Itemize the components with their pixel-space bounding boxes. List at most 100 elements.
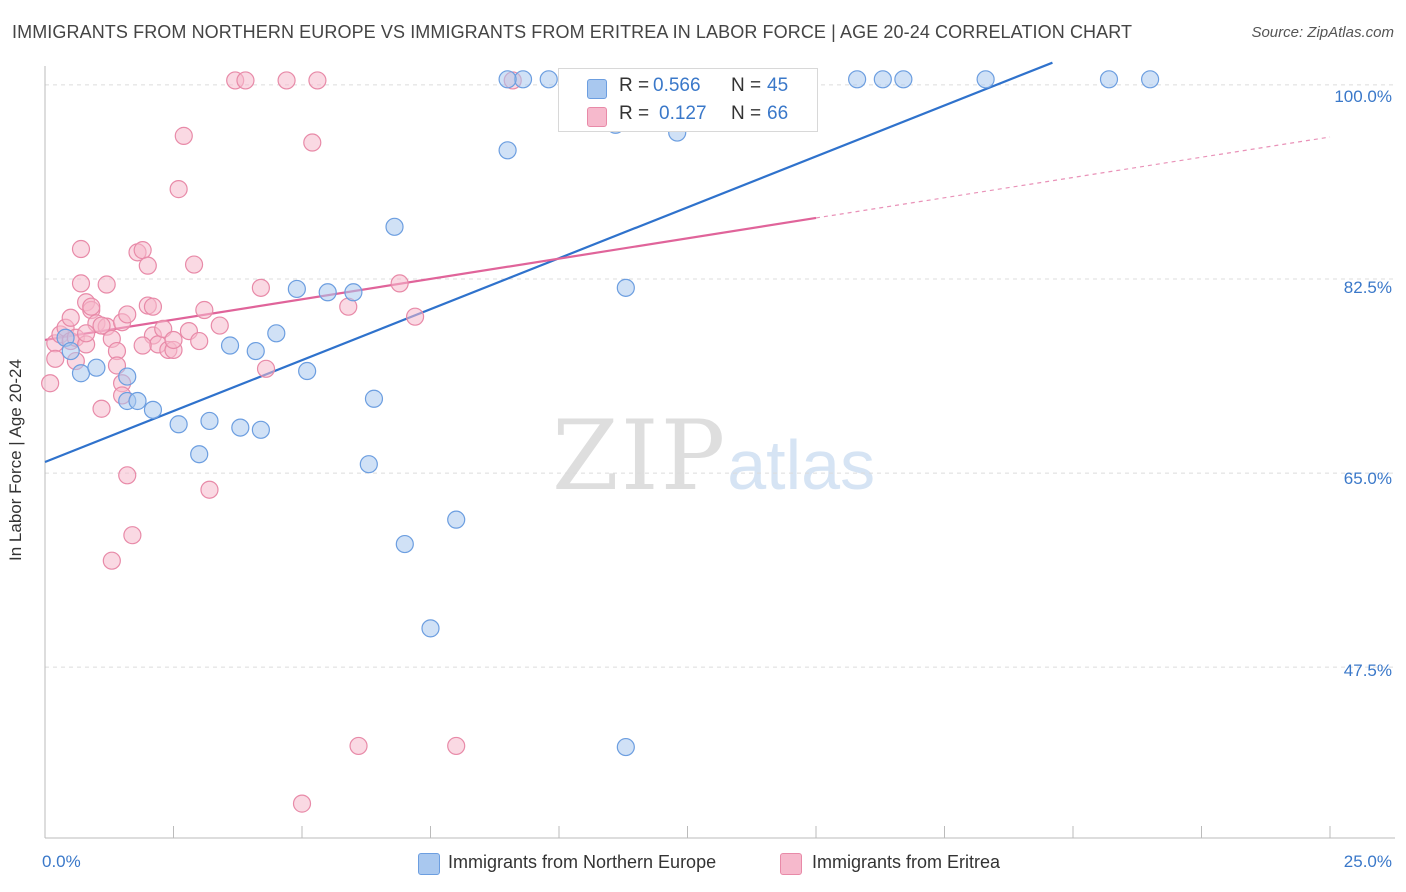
watermark-zip: ZIP [552,400,728,512]
eritrea-point [236,71,255,90]
r-label: R = [619,75,650,96]
northern-europe-point [169,415,188,434]
pink-swatch [587,107,607,127]
legend-row-blue: R = 0.566 N = 45 [559,73,817,101]
eritrea-point [349,736,368,756]
eritrea-point [41,374,60,393]
y-tick-label: 65.0% [1343,469,1392,488]
eritrea-point [256,359,276,378]
northern-europe-point [364,389,384,408]
northern-europe-point [513,70,533,89]
eritrea-point [92,316,111,335]
y-tick-label: 47.5% [1343,661,1392,680]
eritrea-point [97,275,116,294]
northern-europe-point [190,445,209,464]
pink-legend-swatch [780,853,802,875]
n-value: 66 [767,103,789,124]
eritrea-point [107,356,127,375]
eritrea-point [303,133,322,152]
r-value: 0.127 [659,103,707,124]
northern-europe-point [395,534,414,554]
legend-label: Immigrants from Eritrea [812,852,1001,872]
stats-legend: R = 0.566 N = 45 R = 0.127 N = 66 [558,68,818,132]
x-tick-label-min: 0.0% [42,852,81,871]
northern-europe-point [287,279,306,299]
northern-europe-point [616,278,635,297]
northern-europe-point [894,70,913,89]
eritrea-point [169,180,188,199]
northern-europe-point [318,283,337,302]
eritrea-point [210,316,229,335]
eritrea-point [190,331,209,351]
eritrea-point [195,300,214,320]
northern-europe-point [246,341,265,361]
data-points [41,70,1160,813]
blue-legend-swatch [418,853,440,875]
r-value: 0.566 [653,75,701,96]
n-label: N = [731,75,762,96]
grid-lines [45,84,1395,668]
northern-europe-point [61,341,80,361]
eritrea-point [154,319,173,338]
n-label: N = [731,103,762,124]
northern-europe-point [848,70,867,89]
northern-europe-point [200,411,219,431]
northern-europe-point [359,455,378,474]
axes [44,66,1395,839]
eritrea-point [71,239,91,259]
northern-europe-point [118,367,137,386]
eritrea-point [118,305,137,324]
x-tick-label-max: 25.0% [1343,852,1392,871]
northern-europe-point [1140,70,1160,89]
source-credit: Source: ZipAtlas.com [1251,24,1394,41]
eritrea-point [143,297,163,316]
zipatlas-watermark: ZIPatlas [552,400,875,512]
eritrea-point [138,256,157,275]
eritrea-point [447,736,466,756]
northern-europe-point [128,391,147,411]
eritrea-trend-line [44,216,817,342]
eritrea-point [308,71,327,90]
legend-label: Immigrants from Northern Europe [448,852,717,872]
trend-lines [44,61,1331,464]
eritrea-point [164,330,183,350]
northern-europe-point [385,217,404,236]
y-tick-label: 100.0% [1334,87,1392,106]
eritrea-point [92,399,111,418]
eritrea-point [200,480,219,499]
northern-europe-point [616,737,635,757]
eritrea-point [133,241,152,260]
eritrea-point [118,466,137,485]
northern-europe-point [231,418,250,437]
northern-europe-point [71,364,91,383]
eritrea-point [77,324,96,343]
watermark-atlas: atlas [727,426,876,504]
eritrea-point [184,255,204,274]
northern-europe-point [344,283,363,302]
eritrea-point [251,278,270,297]
eritrea-point [405,307,425,326]
northern-europe-point [298,361,317,381]
northern-europe-point [143,400,163,419]
northern-europe-point [1099,70,1119,89]
eritrea-point [292,794,312,813]
y-tick-label: 82.5% [1343,278,1392,297]
eritrea-point [61,308,80,327]
eritrea-point [390,274,409,293]
northern-europe-point [447,510,466,529]
northern-europe-point [251,420,270,439]
eritrea-point [174,126,193,145]
northern-europe-point [220,336,240,355]
northern-europe-point [873,70,892,89]
northern-europe-point [421,619,440,638]
eritrea-point [71,274,91,293]
northern-europe-point [87,358,106,377]
eritrea-point [82,297,101,316]
eritrea-point [102,551,121,570]
eritrea-trend-extension [815,136,1331,219]
northern-europe-point [539,70,558,89]
northern-europe-point [976,70,995,89]
eritrea-point [123,526,142,545]
eritrea-point [46,349,65,368]
